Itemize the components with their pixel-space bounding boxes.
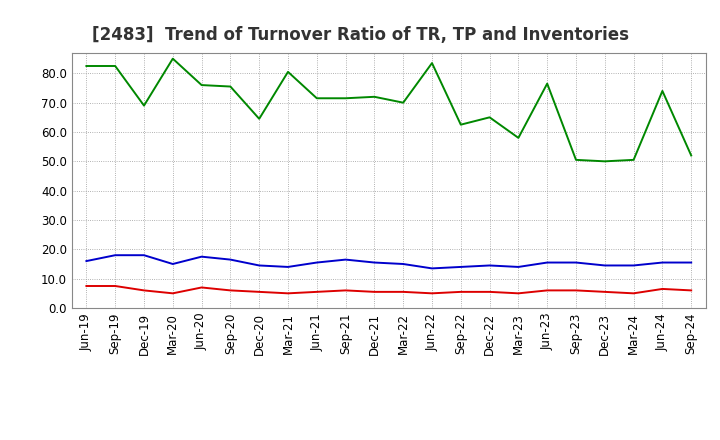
Inventories [428,60,436,66]
Inventories [197,82,206,88]
Trade Payables [543,260,552,265]
Trade Receivables [255,289,264,294]
Trade Payables [428,266,436,271]
Trade Payables [370,260,379,265]
Inventories [312,95,321,101]
Text: [2483]  Trend of Turnover Ratio of TR, TP and Inventories: [2483] Trend of Turnover Ratio of TR, TP… [91,26,629,44]
Inventories [399,100,408,105]
Line: Inventories: Inventories [86,59,691,161]
Trade Receivables [312,289,321,294]
Inventories [600,159,609,164]
Trade Payables [168,261,177,267]
Trade Receivables [284,291,292,296]
Trade Payables [82,258,91,264]
Inventories [255,116,264,121]
Trade Receivables [514,291,523,296]
Trade Receivables [370,289,379,294]
Trade Payables [341,257,350,262]
Inventories [341,95,350,101]
Trade Receivables [428,291,436,296]
Trade Receivables [226,288,235,293]
Trade Receivables [600,289,609,294]
Trade Receivables [687,288,696,293]
Inventories [370,94,379,99]
Line: Trade Receivables: Trade Receivables [86,286,691,293]
Trade Receivables [140,288,148,293]
Trade Receivables [111,283,120,289]
Inventories [658,88,667,94]
Trade Receivables [658,286,667,292]
Inventories [168,56,177,61]
Inventories [687,153,696,158]
Trade Payables [514,264,523,270]
Trade Payables [255,263,264,268]
Trade Receivables [543,288,552,293]
Trade Payables [629,263,638,268]
Trade Payables [687,260,696,265]
Trade Payables [485,263,494,268]
Trade Payables [284,264,292,270]
Trade Payables [312,260,321,265]
Inventories [226,84,235,89]
Trade Payables [399,261,408,267]
Trade Receivables [629,291,638,296]
Trade Receivables [572,288,580,293]
Trade Receivables [399,289,408,294]
Inventories [485,115,494,120]
Inventories [456,122,465,127]
Trade Payables [600,263,609,268]
Inventories [140,103,148,108]
Inventories [629,157,638,162]
Inventories [111,63,120,69]
Trade Receivables [341,288,350,293]
Inventories [284,69,292,74]
Trade Payables [658,260,667,265]
Trade Payables [140,253,148,258]
Inventories [572,157,580,162]
Inventories [82,63,91,69]
Trade Receivables [168,291,177,296]
Trade Receivables [485,289,494,294]
Inventories [514,135,523,140]
Line: Trade Payables: Trade Payables [86,255,691,268]
Trade Receivables [197,285,206,290]
Trade Payables [111,253,120,258]
Trade Receivables [456,289,465,294]
Trade Receivables [82,283,91,289]
Trade Payables [197,254,206,259]
Trade Payables [572,260,580,265]
Inventories [543,81,552,86]
Trade Payables [456,264,465,270]
Trade Payables [226,257,235,262]
